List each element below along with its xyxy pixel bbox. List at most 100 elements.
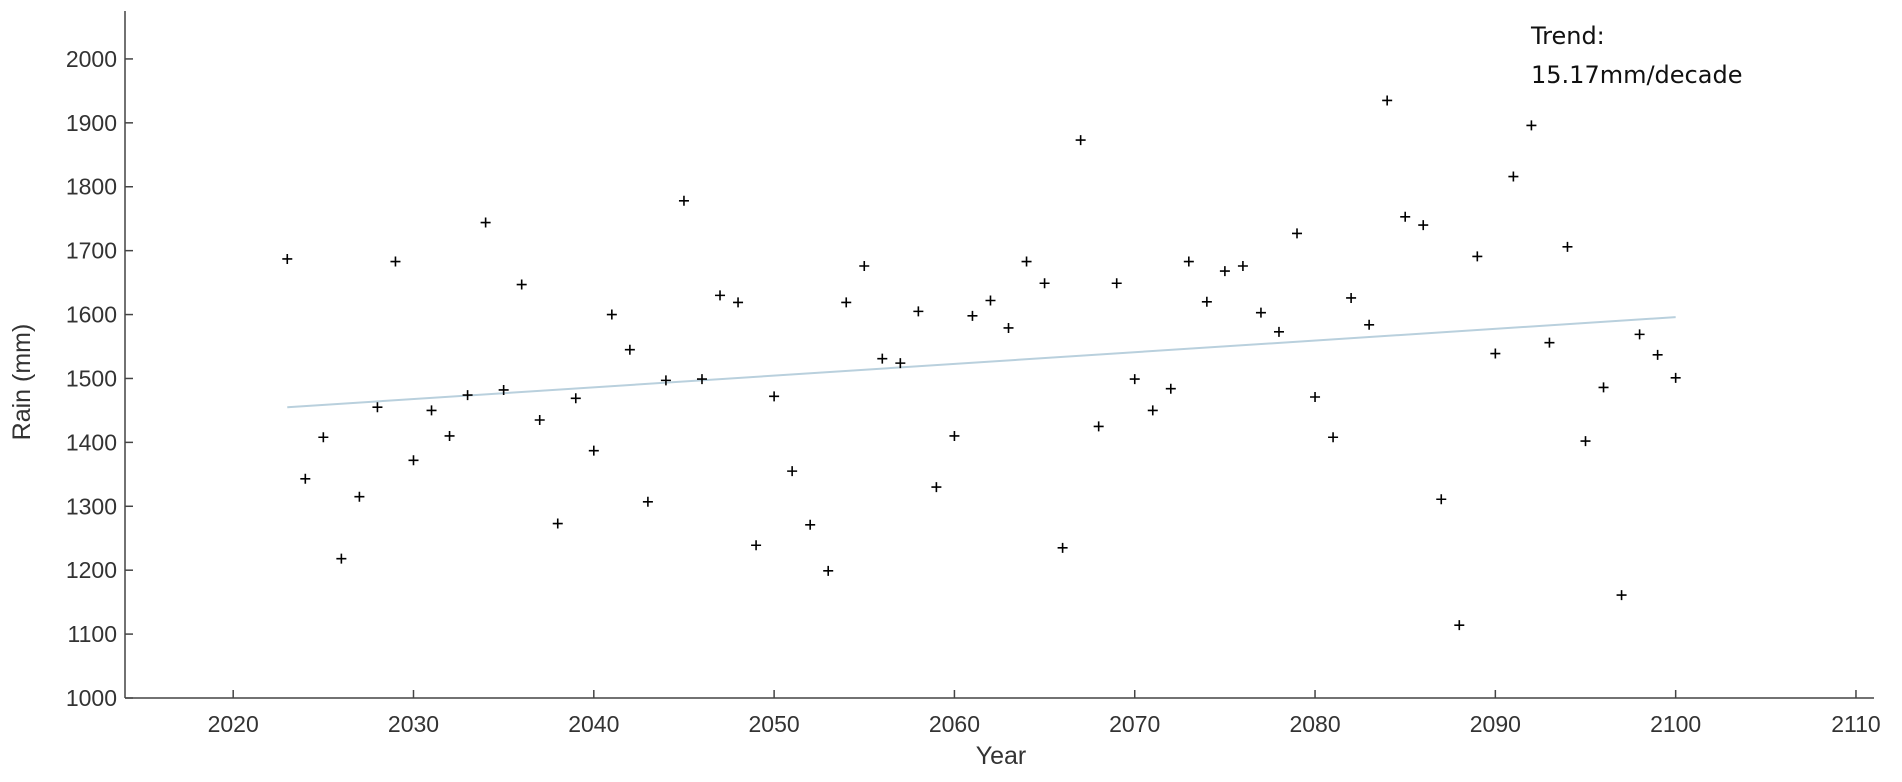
x-tick-label: 2110 (1831, 711, 1880, 737)
point (606, 309, 617, 320)
point (1183, 256, 1194, 267)
point (1508, 171, 1519, 182)
point (1346, 292, 1357, 303)
point (570, 393, 581, 404)
point (1021, 256, 1032, 267)
x-tick-label: 2050 (749, 711, 800, 737)
point (678, 195, 689, 206)
point (1526, 120, 1537, 131)
point (1201, 296, 1212, 307)
point (696, 374, 707, 385)
point (1454, 620, 1465, 631)
point (787, 466, 798, 477)
point (1111, 278, 1122, 289)
y-tick-label: 1900 (66, 110, 117, 136)
y-tick-label: 1700 (66, 238, 117, 264)
y-tick-label: 1400 (66, 429, 117, 455)
point (462, 390, 473, 401)
point (1418, 220, 1429, 231)
point (408, 455, 419, 466)
y-tick-label: 1600 (66, 302, 117, 328)
point (985, 295, 996, 306)
point (624, 344, 635, 355)
point (1057, 542, 1068, 553)
y-tick-label: 2000 (66, 46, 117, 72)
y-tick-label: 1200 (66, 557, 117, 583)
point (588, 445, 599, 456)
point (1616, 590, 1627, 601)
point (1490, 348, 1501, 359)
point (318, 432, 329, 443)
x-tick-label: 2060 (929, 711, 980, 737)
point (1436, 494, 1447, 505)
point (913, 306, 924, 317)
point (390, 256, 401, 267)
point (1580, 436, 1591, 447)
point (642, 496, 653, 507)
point (1670, 372, 1681, 383)
point (1310, 391, 1321, 402)
point (931, 482, 942, 493)
point (1652, 349, 1663, 360)
point (1400, 211, 1411, 222)
y-tick-label: 1100 (68, 621, 117, 647)
point (1292, 228, 1303, 239)
point (354, 491, 365, 502)
point (733, 297, 744, 308)
point (1472, 251, 1483, 262)
x-tick-label: 2090 (1470, 711, 1521, 737)
point (480, 217, 491, 228)
point (1544, 337, 1555, 348)
point (426, 405, 437, 416)
point (1237, 260, 1248, 271)
annotation: Trend: (1530, 22, 1605, 50)
x-tick-label: 2030 (388, 711, 439, 737)
point (949, 430, 960, 441)
point (1562, 241, 1573, 252)
point (660, 375, 671, 386)
point (1219, 266, 1230, 277)
y-tick-label: 1300 (66, 493, 117, 519)
point (282, 253, 293, 264)
point (516, 279, 527, 290)
point (895, 358, 906, 369)
y-axis-label: Rain (mm) (8, 324, 36, 441)
point (336, 553, 347, 564)
point (372, 402, 383, 413)
point (823, 565, 834, 576)
point (967, 310, 978, 321)
y-tick-label: 1800 (66, 174, 117, 200)
point (769, 391, 780, 402)
point (1039, 278, 1050, 289)
point (1382, 95, 1393, 106)
point (751, 540, 762, 551)
point (1129, 374, 1140, 385)
point (1273, 326, 1284, 337)
x-tick-label: 2070 (1109, 711, 1160, 737)
point (1598, 382, 1609, 393)
x-tick-label: 2020 (208, 711, 259, 737)
point (1093, 421, 1104, 432)
annotation: 15.17mm/decade (1531, 61, 1742, 89)
point (1147, 405, 1158, 416)
point (715, 290, 726, 301)
point (1634, 329, 1645, 340)
point (1165, 383, 1176, 394)
x-tick-label: 2100 (1650, 711, 1701, 737)
point (552, 518, 563, 529)
point (534, 415, 545, 426)
point (1075, 135, 1086, 146)
x-tick-label: 2040 (568, 711, 619, 737)
x-tick-label: 2080 (1289, 711, 1340, 737)
point (1003, 322, 1014, 333)
point (1364, 319, 1375, 330)
y-tick-label: 1500 (66, 365, 117, 391)
y-tick-label: 1000 (66, 685, 117, 711)
point (877, 353, 888, 364)
trend-line (287, 316, 1676, 409)
point (498, 384, 509, 395)
point (1328, 432, 1339, 443)
point (300, 473, 311, 484)
point (1255, 307, 1266, 318)
